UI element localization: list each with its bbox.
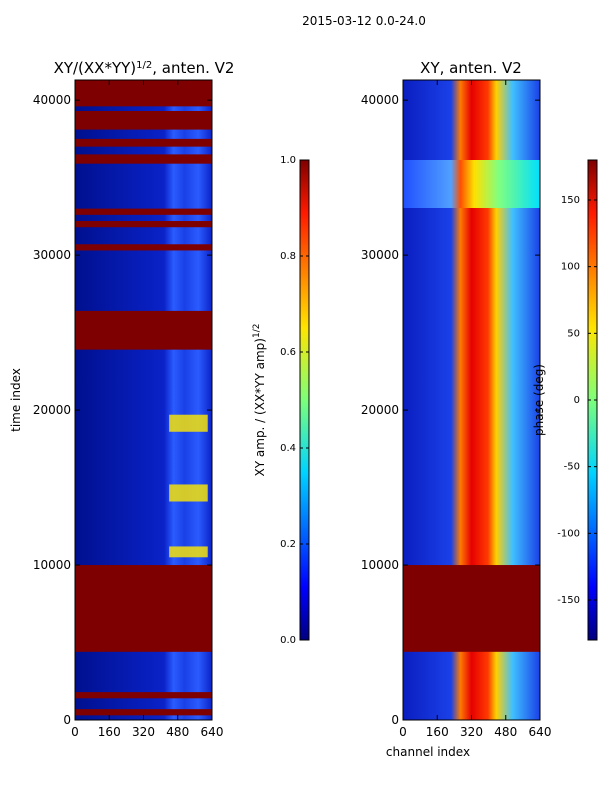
right-y-tick-label: 10000 [361, 558, 399, 572]
left-x-axis: 0 160 320 480 640 [71, 80, 223, 739]
left-y-axis: 0 10000 20000 30000 40000 [33, 93, 212, 727]
left-saturated-band [75, 221, 212, 228]
right-colorbar-tick-label: 100 [561, 262, 580, 273]
left-saturated-band [75, 138, 212, 147]
left-y-tick-label: 40000 [33, 93, 71, 107]
right-y-tick-label: 30000 [361, 248, 399, 262]
left-colorbar-bar [299, 159, 310, 641]
left-y-tick-label: 0 [63, 713, 71, 727]
right-saturated-band [403, 565, 540, 652]
left-saturated-band [75, 244, 212, 251]
left-x-tick-label: 320 [132, 725, 155, 739]
right-colorbar-tick-label: -100 [557, 528, 580, 539]
right-x-tick-label: 320 [460, 725, 483, 739]
left-colorbar-tick-label: 0.6 [280, 347, 296, 358]
left-saturated-band [75, 692, 212, 699]
left-saturated-band [75, 208, 212, 215]
right-y-axis: 0 10000 20000 30000 40000 [361, 93, 540, 727]
left-colorbar-ticks: 0.0 0.2 0.4 0.6 0.8 1.0 [280, 155, 309, 646]
left-colorbar-label: XY amp. / (XX*YY amp)1/2 [252, 324, 267, 477]
right-panel-title: XY, anten. V2 [420, 59, 522, 77]
left-y-tick-label: 10000 [33, 558, 71, 572]
left-colorbar-tick-label: 0.8 [280, 251, 296, 262]
right-x-axis-label: channel index [386, 745, 470, 759]
right-x-tick-label: 640 [529, 725, 552, 739]
right-y-tick-label: 0 [391, 713, 399, 727]
left-bright-patch [169, 546, 208, 558]
right-x-tick-label: 0 [399, 725, 407, 739]
right-colorbar: -150 -100 -50 0 50 100 150 phase (deg) [532, 159, 598, 641]
left-y-tick-label: 30000 [33, 248, 71, 262]
left-bright-patch [169, 414, 208, 432]
right-colorbar-tick-label: 0 [574, 395, 580, 406]
left-saturated-band [75, 154, 212, 164]
left-colorbar-tick-label: 0.2 [280, 539, 296, 550]
left-colorbar-label-main: XY amp. / (XX*YY amp) [253, 338, 267, 476]
right-colorbar-ticks: -150 -100 -50 0 50 100 150 [557, 195, 597, 606]
left-saturated-band [75, 110, 212, 130]
left-title-main: XY/(XX*YY) [54, 59, 137, 77]
right-y-tick-label: 40000 [361, 93, 399, 107]
left-x-tick-label: 0 [71, 725, 79, 739]
right-x-axis: 0 160 320 480 640 [399, 80, 551, 739]
right-colorbar-label: phase (deg) [532, 364, 546, 436]
right-x-tick-label: 480 [494, 725, 517, 739]
right-x-tick-label: 160 [426, 725, 449, 739]
right-colorbar-tick-label: 50 [567, 328, 580, 339]
left-y-axis-label: time index [9, 368, 23, 432]
right-y-tick-label: 20000 [361, 403, 399, 417]
left-x-tick-label: 480 [166, 725, 189, 739]
right-colorbar-tick-label: 150 [561, 195, 580, 206]
left-bright-patch [169, 484, 208, 502]
left-colorbar-tick-label: 0.0 [280, 635, 296, 646]
figure-suptitle: 2015-03-12 0.0-24.0 [302, 14, 426, 28]
left-panel: XY/(XX*YY)1/2, anten. V2 0 10000 20000 3000… [9, 59, 234, 739]
left-colorbar-label-exp: 1/2 [252, 324, 262, 338]
left-saturated-band [75, 310, 212, 350]
left-colorbar-tick-label: 0.4 [280, 443, 296, 454]
right-colorbar-tick-label: -50 [564, 462, 580, 473]
left-x-tick-label: 640 [201, 725, 224, 739]
left-heatmap-patches [169, 414, 208, 558]
left-x-tick-label: 160 [98, 725, 121, 739]
left-saturated-band [75, 565, 212, 652]
left-panel-title: XY/(XX*YY)1/2, anten. V2 [54, 59, 235, 77]
left-y-tick-label: 20000 [33, 403, 71, 417]
right-heatmap-bands [403, 565, 540, 652]
left-title-exp: 1/2 [136, 60, 152, 71]
right-panel: XY, anten. V2 0 10000 20000 30000 40000 0 160… [361, 59, 552, 759]
left-saturated-band [75, 709, 212, 716]
left-colorbar: 0.0 0.2 0.4 0.6 0.8 1.0 XY amp. / (XX*YY amp)… [252, 155, 310, 646]
left-heatmap-bands [75, 80, 212, 716]
left-colorbar-tick-label: 1.0 [280, 155, 296, 166]
left-title-tail: , anten. V2 [152, 59, 234, 77]
right-heatmap-top-region [403, 160, 540, 208]
right-colorbar-tick-label: -150 [557, 595, 580, 606]
